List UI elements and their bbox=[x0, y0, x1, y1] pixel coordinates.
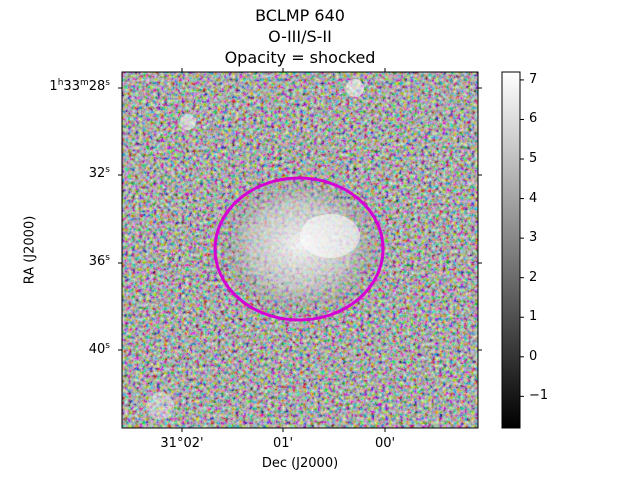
y-axis-label: RA (J2000) bbox=[22, 215, 38, 285]
y-tick-label-0: 1h33m28s bbox=[49, 78, 110, 95]
colorbar-tick-label-3: 2 bbox=[529, 269, 538, 285]
tick-marks bbox=[118, 68, 482, 432]
colorbar-tick-marks bbox=[520, 79, 524, 397]
star-2 bbox=[180, 114, 196, 130]
colorbar-tick-label-8: 7 bbox=[529, 71, 538, 87]
x-tick-label-0: 31°02' bbox=[160, 436, 204, 451]
colorbar-tick-label-7: 6 bbox=[529, 111, 538, 127]
star-1 bbox=[346, 79, 364, 97]
colorbar bbox=[501, 71, 521, 429]
star-3 bbox=[146, 392, 174, 420]
x-tick-label-1: 01' bbox=[272, 436, 294, 451]
bright-core bbox=[300, 214, 360, 258]
nebula-emission bbox=[215, 173, 385, 317]
y-tick-label-2: 36s bbox=[88, 253, 110, 270]
chart-title: BCLMP 640 bbox=[255, 6, 345, 25]
colorbar-tick-label-4: 3 bbox=[529, 230, 538, 246]
image-panel bbox=[122, 72, 478, 428]
x-axis-label: Dec (J2000) bbox=[261, 456, 339, 471]
colorbar-tick-label-0: −1 bbox=[529, 388, 549, 404]
y-tick-label-3: 40s bbox=[88, 341, 110, 358]
chart-subtitle-opacity: Opacity = shocked bbox=[224, 48, 376, 67]
colorbar-tick-label-6: 5 bbox=[529, 151, 538, 167]
colorbar-tick-label-2: 1 bbox=[529, 309, 538, 325]
region-ellipse bbox=[213, 176, 385, 322]
y-tick-label-1: 32s bbox=[88, 165, 110, 182]
colorbar-tick-label-1: 0 bbox=[529, 348, 538, 364]
colorbar-tick-label-5: 4 bbox=[529, 190, 538, 206]
axes-frame bbox=[121, 71, 479, 429]
x-tick-label-2: 00' bbox=[374, 436, 396, 451]
chart-subtitle-ratio: O-III/S-II bbox=[268, 27, 332, 46]
